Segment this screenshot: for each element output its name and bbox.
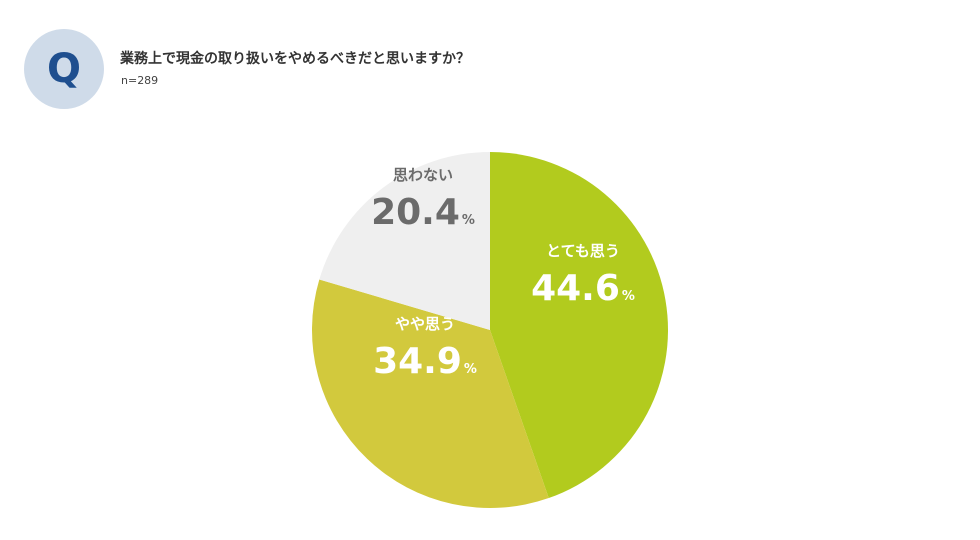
pie-slice-3 <box>319 152 490 330</box>
slice-value-unit-2: % <box>464 362 477 377</box>
slice-label-2: やや思う <box>395 315 455 333</box>
q-letter: Q <box>46 46 81 92</box>
pie-slice-2 <box>312 279 549 508</box>
slice-value-2: 34.9% <box>373 341 477 382</box>
sample-size: n=289 <box>121 74 159 87</box>
slice-value-unit-1: % <box>622 289 635 304</box>
slice-value-number-3: 20.4 <box>371 192 460 233</box>
pie-slice-1 <box>490 152 668 499</box>
q-badge: Q <box>24 29 104 109</box>
slice-label-3: 思わない <box>393 166 453 184</box>
slice-value-unit-3: % <box>462 213 475 228</box>
slice-value-3: 20.4% <box>371 192 475 233</box>
slice-value-number-1: 44.6 <box>531 268 620 309</box>
slice-label-1: とても思う <box>546 242 620 260</box>
slice-value-number-2: 34.9 <box>373 341 462 382</box>
question-title: 業務上で現金の取り扱いをやめるべきだと思いますか？ <box>120 51 470 67</box>
slice-value-1: 44.6% <box>531 268 635 309</box>
